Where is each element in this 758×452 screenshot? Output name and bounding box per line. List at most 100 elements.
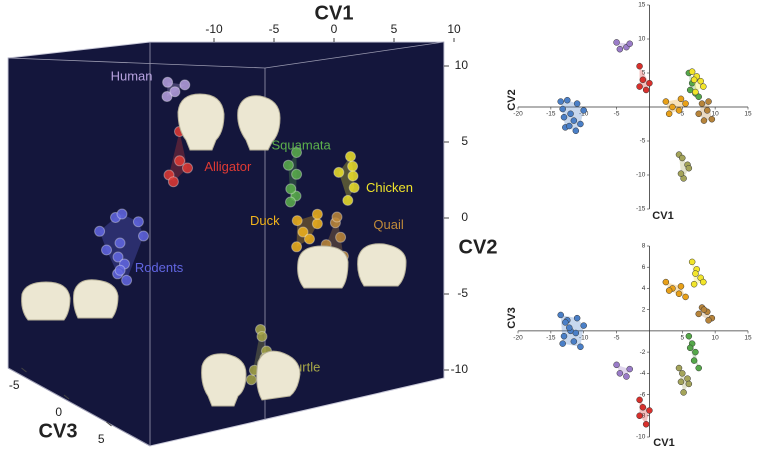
- point: [677, 283, 685, 290]
- point: [682, 100, 689, 107]
- y-tick-label: -5: [640, 138, 646, 145]
- point: [573, 314, 581, 322]
- point: [708, 115, 716, 123]
- point: [285, 183, 297, 195]
- y-tick-label: 4: [642, 285, 646, 292]
- y-tick-label: -2: [640, 349, 646, 356]
- group-label: Chicken: [366, 180, 413, 195]
- point: [348, 182, 360, 194]
- point: [311, 218, 323, 230]
- z-tick-label: 0: [55, 405, 62, 419]
- point: [682, 293, 689, 301]
- group-hull: [665, 98, 686, 114]
- point: [680, 389, 687, 396]
- point: [577, 343, 584, 351]
- point: [566, 324, 573, 331]
- skull: [237, 95, 281, 151]
- point: [162, 76, 174, 88]
- point: [626, 365, 633, 373]
- point: [700, 83, 707, 90]
- y-tick-label: 10: [638, 36, 646, 43]
- point: [311, 208, 323, 220]
- skull: [21, 281, 71, 321]
- point: [616, 370, 624, 377]
- point: [686, 344, 694, 352]
- point: [636, 83, 643, 90]
- axis-title: CV1: [652, 210, 673, 222]
- point: [167, 176, 179, 188]
- y-tick-label: 15: [638, 2, 646, 9]
- point: [282, 159, 294, 171]
- point: [169, 86, 181, 98]
- point: [636, 412, 643, 420]
- x-tick-label: -5: [614, 111, 620, 118]
- y-tick-label: -4: [640, 370, 646, 377]
- point: [566, 122, 573, 130]
- point: [245, 374, 257, 386]
- point: [291, 241, 303, 253]
- x-tick-label: 5: [680, 111, 684, 118]
- point: [613, 39, 620, 46]
- point: [688, 258, 696, 266]
- skull: [177, 93, 225, 151]
- y-tick-label: -10: [636, 172, 646, 179]
- point: [675, 364, 683, 372]
- point: [335, 231, 347, 243]
- group-label: Quail: [373, 217, 403, 232]
- point: [705, 98, 712, 105]
- point: [700, 306, 708, 313]
- point: [685, 380, 693, 388]
- skull-images: [21, 93, 407, 407]
- point: [690, 357, 698, 364]
- y-tick-label: -10: [636, 434, 646, 441]
- group-label: Duck: [250, 213, 280, 228]
- point: [116, 208, 128, 220]
- point: [573, 100, 581, 107]
- point: [646, 407, 653, 414]
- x-tick-label: -10: [205, 22, 223, 36]
- point: [642, 86, 650, 94]
- point: [564, 96, 571, 104]
- point: [639, 76, 647, 84]
- group-label: Squamata: [272, 137, 332, 152]
- point: [174, 155, 186, 167]
- point: [692, 88, 699, 96]
- x-tick-label: -10: [579, 335, 589, 342]
- z-tick-label: -5: [9, 378, 20, 392]
- point: [700, 278, 707, 286]
- group-label: Alligator: [204, 159, 252, 174]
- skull: [357, 243, 407, 287]
- point: [665, 287, 673, 294]
- point: [570, 117, 578, 124]
- point: [704, 107, 711, 114]
- point: [642, 421, 650, 428]
- point: [698, 100, 706, 107]
- z-tick-label: 5: [98, 432, 105, 446]
- group-label: Rodents: [135, 260, 184, 275]
- tick-mark: [63, 394, 70, 400]
- point: [297, 226, 309, 238]
- skull: [73, 279, 119, 319]
- point: [623, 373, 630, 380]
- y-tick-label: 8: [642, 243, 646, 250]
- x-tick-label: -5: [614, 335, 620, 342]
- point: [690, 76, 698, 84]
- point: [616, 45, 624, 53]
- point: [94, 225, 106, 237]
- point: [675, 107, 683, 114]
- point: [613, 361, 620, 369]
- axis-title: CV1: [315, 2, 354, 24]
- point: [690, 280, 698, 288]
- tick-mark: [106, 421, 112, 427]
- point: [557, 98, 564, 105]
- box-edge: [264, 41, 445, 69]
- point: [557, 311, 564, 319]
- point: [291, 147, 302, 158]
- point: [685, 164, 693, 172]
- point: [662, 98, 670, 105]
- point: [679, 154, 686, 162]
- x-tick-label: 0: [331, 22, 338, 36]
- point: [677, 378, 685, 386]
- point: [560, 113, 568, 121]
- x-tick-label: -20: [513, 335, 523, 342]
